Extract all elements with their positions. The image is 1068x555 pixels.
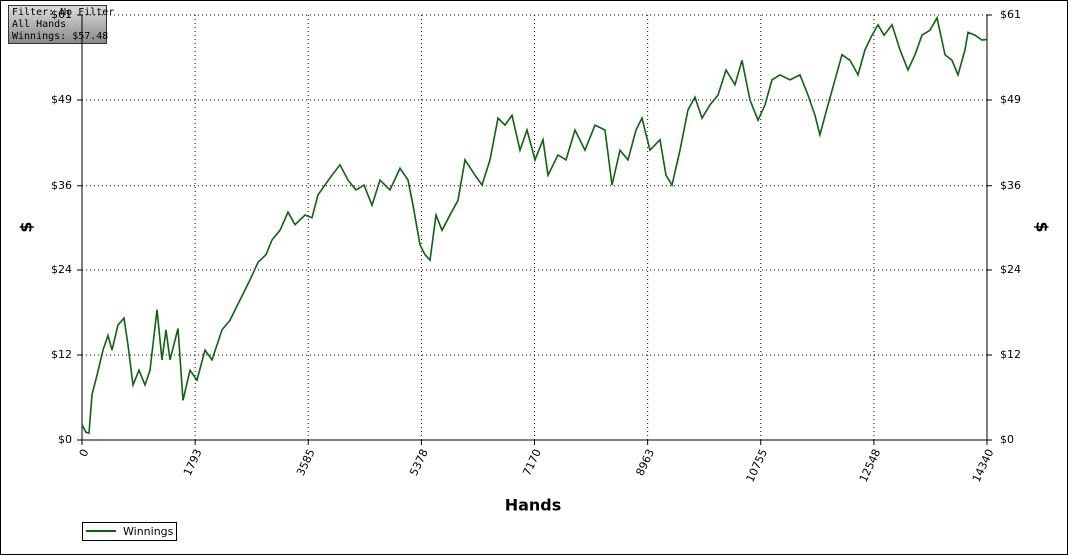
y-tick-label: $49 <box>51 93 72 106</box>
y2-tick-label: $12 <box>1000 348 1021 361</box>
y2-tick-label: $49 <box>1000 93 1021 106</box>
y2-tick-label: $61 <box>1000 8 1021 21</box>
y-tick-label: $0 <box>58 433 72 446</box>
y2-tick-label: $24 <box>1000 263 1021 276</box>
legend-label: Winnings <box>123 525 174 538</box>
info-text: All Hands <box>12 19 66 30</box>
y-tick-label: $61 <box>51 8 72 21</box>
x-tick-label: 0 <box>77 447 92 459</box>
data-line <box>81 15 988 434</box>
legend <box>82 522 177 541</box>
x-axis-label: Hands <box>505 496 562 515</box>
y-tick-label: $24 <box>51 263 72 276</box>
y-axis-label: $ <box>17 221 36 232</box>
info-box <box>8 5 107 44</box>
info-text: Winnings: $57.48 <box>12 31 108 42</box>
y2-tick-label: $0 <box>1000 433 1014 446</box>
y2-tick-label: $36 <box>1000 179 1021 192</box>
y2-axis-label: $ <box>1033 221 1052 232</box>
y-tick-label: $36 <box>51 179 72 192</box>
info-text: Filter: No Filter <box>12 7 114 18</box>
y-tick-label: $12 <box>51 348 72 361</box>
